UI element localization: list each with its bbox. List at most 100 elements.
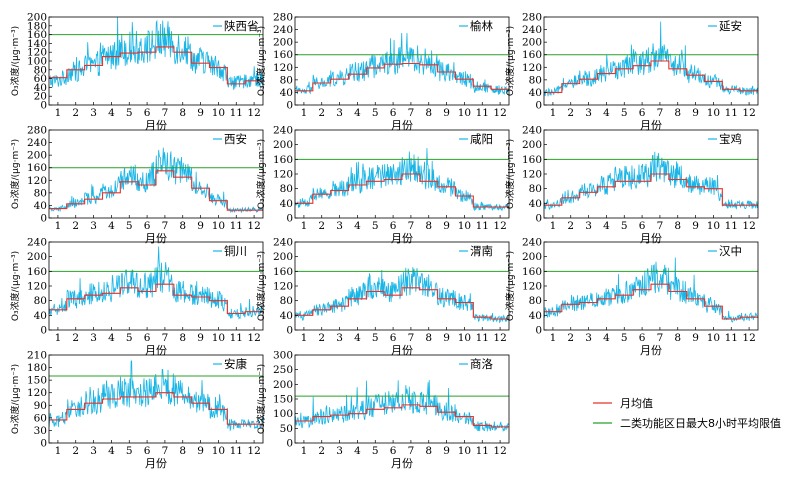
monthly-mean-line — [295, 62, 509, 92]
x-tick-label: 1 — [301, 332, 308, 344]
plot-area — [49, 359, 263, 432]
y-tick-label: 0 — [535, 325, 542, 337]
y-tick-label: 300 — [273, 350, 293, 362]
x-tick-label: 11 — [725, 220, 738, 232]
y-tick-label: 200 — [522, 139, 542, 151]
y-tick-label: 150 — [27, 375, 47, 387]
x-tick-label: 6 — [144, 220, 151, 232]
x-tick-label: 9 — [443, 332, 450, 344]
y-tick-label: 0 — [40, 100, 47, 112]
x-tick-label: 11 — [476, 332, 489, 344]
x-tick-label: 5 — [126, 107, 133, 119]
y-tick-label: 160 — [522, 154, 542, 166]
x-tick-label: 10 — [707, 332, 720, 344]
x-tick-label: 1 — [301, 445, 308, 457]
monthly-mean-line — [49, 283, 263, 315]
monthly-mean-line — [295, 404, 509, 428]
monthly-mean-line — [49, 170, 263, 211]
x-tick-label: 5 — [126, 220, 133, 232]
y-tick-label: 120 — [273, 169, 293, 181]
y-tick-label: 280 — [273, 12, 293, 24]
x-tick-label: 2 — [318, 445, 325, 457]
y-tick-label: 160 — [522, 49, 542, 61]
figure-legend: 月均值 二类功能区日最大8小时平均限值 — [593, 397, 781, 430]
x-tick-label: 6 — [639, 220, 646, 232]
x-tick-label: 12 — [493, 107, 506, 119]
y-tick-label: 160 — [522, 266, 542, 278]
x-tick-label: 7 — [162, 332, 169, 344]
x-axis-title: 月份 — [391, 457, 413, 470]
x-tick-label: 6 — [639, 332, 646, 344]
monthly-mean-line — [49, 392, 263, 425]
plot-area — [295, 33, 509, 96]
x-tick-label: 6 — [144, 107, 151, 119]
plot-area — [295, 267, 509, 324]
y-tick-label: 240 — [273, 125, 293, 137]
x-tick-label: 3 — [336, 332, 343, 344]
monthly-mean-line — [295, 287, 509, 320]
x-tick-label: 4 — [603, 332, 610, 344]
y-tick-label: 60 — [34, 412, 47, 424]
y-tick-label: 40 — [34, 310, 47, 322]
x-tick-label: 9 — [692, 107, 699, 119]
y-tick-label: 200 — [27, 150, 47, 162]
y-axis-title: O₃浓度/(μg·m⁻³) — [9, 139, 21, 209]
panel-frame — [48, 354, 264, 444]
x-tick-label: 2 — [567, 107, 574, 119]
x-tick-label: 3 — [90, 107, 97, 119]
panel-title: 铜川 — [224, 244, 247, 258]
x-tick-label: 11 — [230, 107, 243, 119]
monthly-mean-line — [295, 173, 509, 208]
y-tick-label: 80 — [529, 295, 542, 307]
x-tick-label: 11 — [725, 107, 738, 119]
y-tick-label: 120 — [27, 281, 47, 293]
y-tick-label: 20 — [34, 91, 47, 103]
plot-area — [49, 17, 263, 90]
plot-area — [544, 257, 758, 323]
y-tick-label: 80 — [34, 187, 47, 199]
x-axis-title: 月份 — [391, 344, 413, 357]
x-axis-title: 月份 — [145, 232, 167, 245]
x-tick-label: 12 — [247, 332, 260, 344]
panel-title: 商洛 — [470, 357, 493, 371]
x-tick-label: 5 — [621, 332, 628, 344]
y-tick-label: 60 — [34, 73, 47, 85]
x-tick-label: 12 — [493, 332, 506, 344]
y-axis-title: O₃浓度/(μg·m⁻³) — [504, 26, 516, 96]
y-tick-label: 200 — [273, 379, 293, 391]
y-tick-label: 40 — [529, 87, 542, 99]
y-tick-label: 160 — [27, 162, 47, 174]
y-tick-label: 140 — [27, 38, 47, 50]
x-tick-label: 8 — [674, 332, 681, 344]
x-tick-label: 1 — [550, 107, 557, 119]
x-tick-label: 1 — [550, 220, 557, 232]
x-tick-label: 7 — [657, 220, 664, 232]
x-tick-label: 6 — [144, 445, 151, 457]
x-tick-label: 4 — [108, 445, 115, 457]
y-tick-label: 30 — [34, 425, 47, 437]
x-tick-label: 3 — [90, 445, 97, 457]
x-tick-label: 10 — [458, 332, 471, 344]
plot-area — [544, 151, 758, 210]
x-tick-label: 4 — [108, 332, 115, 344]
x-tick-label: 9 — [443, 107, 450, 119]
x-tick-label: 3 — [585, 107, 592, 119]
y-tick-label: 40 — [34, 200, 47, 212]
x-tick-label: 3 — [90, 220, 97, 232]
x-tick-label: 5 — [126, 445, 133, 457]
x-axis-title: 月份 — [145, 457, 167, 470]
x-tick-label: 8 — [425, 107, 432, 119]
x-tick-label: 9 — [692, 220, 699, 232]
x-tick-label: 5 — [126, 332, 133, 344]
x-tick-label: 12 — [493, 445, 506, 457]
x-tick-label: 8 — [425, 220, 432, 232]
y-axis-title: O₃浓度/(μg·m⁻³) — [9, 364, 21, 434]
x-tick-label: 5 — [372, 445, 379, 457]
y-tick-label: 0 — [286, 438, 293, 450]
x-axis-title: 月份 — [640, 232, 662, 245]
x-tick-label: 4 — [354, 107, 361, 119]
x-tick-label: 8 — [179, 107, 186, 119]
